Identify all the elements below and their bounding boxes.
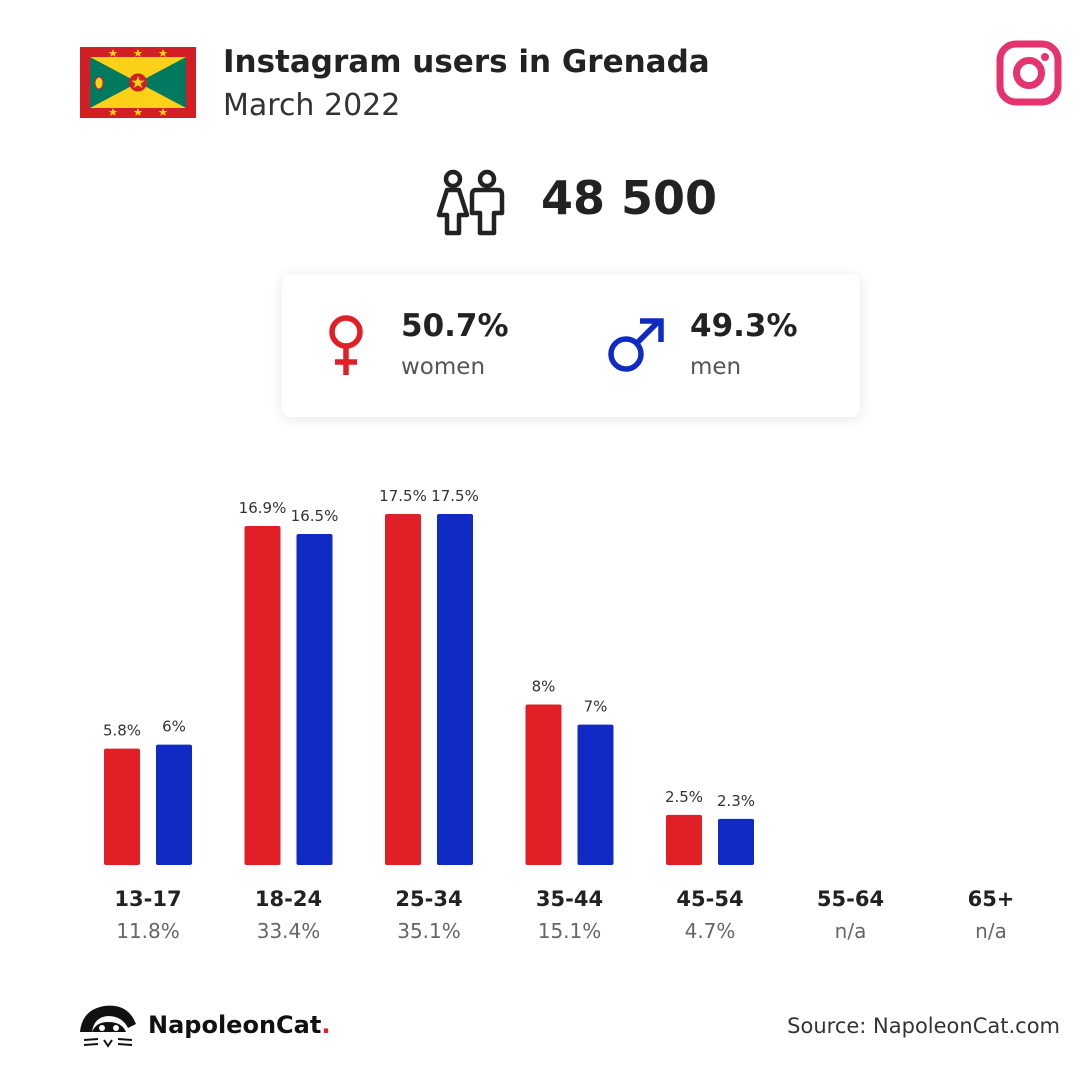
male-symbol-icon bbox=[608, 318, 664, 372]
bar-women-45-54 bbox=[666, 814, 702, 865]
people-icon bbox=[436, 169, 505, 236]
napoleoncat-logo bbox=[80, 1005, 136, 1048]
gender-split-card bbox=[282, 274, 860, 417]
bar-men-18-24 bbox=[296, 534, 333, 865]
category-label-13-17: 13-17 bbox=[114, 887, 181, 911]
total-users: 48 500 bbox=[541, 171, 718, 225]
category-total-65+: n/a bbox=[975, 919, 1007, 943]
data-label-women-18-24: 16.9% bbox=[239, 499, 287, 517]
grenada-flag-icon bbox=[80, 47, 196, 118]
data-label-men-45-54: 2.3% bbox=[717, 792, 755, 810]
bar-women-25-34 bbox=[385, 514, 421, 865]
brand-name-text: NapoleonCat bbox=[148, 1011, 322, 1039]
category-label-35-44: 35-44 bbox=[536, 887, 603, 911]
category-total-13-17: 11.8% bbox=[116, 919, 180, 943]
data-label-women-45-54: 2.5% bbox=[665, 788, 703, 806]
category-total-55-64: n/a bbox=[835, 919, 867, 943]
bar-women-35-44 bbox=[525, 704, 562, 865]
women-percentage: 50.7% bbox=[401, 308, 509, 344]
bar-men-13-17 bbox=[156, 744, 192, 865]
age-gender-bar-chart: 5.8% 6% 13-17 11.8% 16.9% 16.5% 18-24 33.4% 17.5… bbox=[103, 487, 1015, 943]
category-label-25-34: 25-34 bbox=[395, 887, 462, 911]
brand-name: NapoleonCat. bbox=[148, 1011, 330, 1039]
data-label-women-25-34: 17.5% bbox=[379, 487, 427, 505]
data-label-women-35-44: 8% bbox=[532, 678, 556, 696]
category-total-25-34: 35.1% bbox=[397, 919, 461, 943]
bar-men-25-34 bbox=[437, 514, 473, 865]
category-label-18-24: 18-24 bbox=[255, 887, 322, 911]
data-label-women-13-17: 5.8% bbox=[103, 722, 141, 740]
data-label-men-25-34: 17.5% bbox=[431, 487, 479, 505]
women-label: women bbox=[401, 354, 486, 380]
data-label-men-35-44: 7% bbox=[584, 698, 608, 716]
category-label-65+: 65+ bbox=[968, 887, 1015, 911]
bar-men-45-54 bbox=[718, 818, 754, 865]
data-label-men-18-24: 16.5% bbox=[291, 507, 339, 525]
bar-women-13-17 bbox=[104, 748, 140, 865]
data-label-men-13-17: 6% bbox=[162, 718, 186, 736]
brand-dot: . bbox=[321, 1011, 331, 1039]
category-label-45-54: 45-54 bbox=[676, 887, 743, 911]
category-total-18-24: 33.4% bbox=[257, 919, 321, 943]
instagram-icon bbox=[996, 40, 1062, 106]
bar-men-35-44 bbox=[577, 724, 614, 865]
female-symbol-icon bbox=[329, 315, 363, 375]
page-title: Instagram users in Grenada bbox=[223, 44, 710, 80]
category-total-45-54: 4.7% bbox=[685, 919, 736, 943]
category-label-55-64: 55-64 bbox=[817, 887, 884, 911]
men-label: men bbox=[690, 354, 742, 380]
source-credit: Source: NapoleonCat.com bbox=[787, 1014, 1060, 1038]
category-total-35-44: 15.1% bbox=[538, 919, 602, 943]
bar-women-18-24 bbox=[244, 526, 281, 865]
men-percentage: 49.3% bbox=[690, 308, 798, 344]
page-subtitle: March 2022 bbox=[223, 88, 401, 123]
